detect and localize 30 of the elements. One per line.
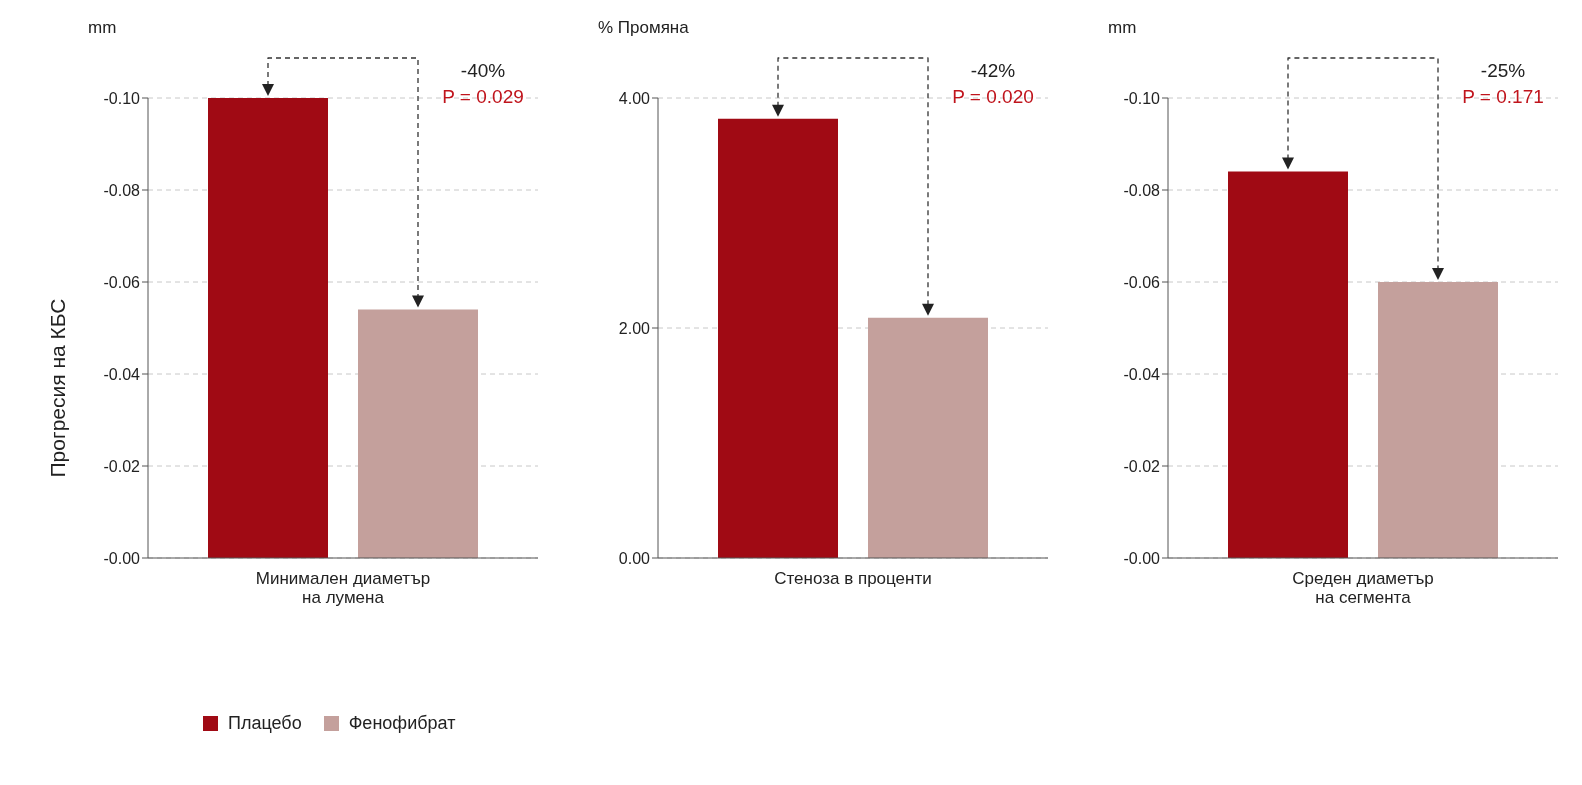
y-tick-label: -0.08 <box>1123 181 1161 199</box>
y-tick-label: -0.04 <box>1123 365 1161 383</box>
annotation: P = 0.171 <box>1461 86 1545 108</box>
y-tick-label: -0.06 <box>1123 273 1161 291</box>
y-tick-label: -0.10 <box>1123 89 1161 107</box>
annotation: P = 0.020 <box>951 86 1035 108</box>
y-tick-label: -0.06 <box>103 273 141 291</box>
text: -40% <box>459 60 507 82</box>
y-tick-label: 0.00 <box>618 549 651 567</box>
y-tick-label: 2.00 <box>618 319 651 337</box>
legend-label: Фенофибрат <box>348 713 456 734</box>
y-tick-label: -0.00 <box>103 549 141 567</box>
chart-subtitle: mm <box>1108 18 1137 38</box>
y-tick-label: -0.10 <box>103 89 141 107</box>
y-tick-label: -0.04 <box>103 365 141 383</box>
y-tick-label: -0.08 <box>103 181 141 199</box>
y-tick-label: -0.02 <box>1123 457 1161 475</box>
x-tick-label: Среден диаметър на сегмента <box>1292 569 1434 607</box>
x-tick-label: Минимален диаметър на лумена <box>255 569 431 607</box>
x-tick-label: Стеноза в проценти <box>774 569 932 588</box>
chart-subtitle: % Промяна <box>598 18 689 38</box>
y-tick-label: -0.00 <box>1123 549 1161 567</box>
text: -25% <box>1479 60 1527 82</box>
text: -42% <box>969 60 1017 82</box>
legend-label: Плацебо <box>228 713 302 734</box>
annotation: P = 0.029 <box>441 86 525 108</box>
y-axis-title: Прогресия на КБС <box>46 298 70 478</box>
chart-subtitle: mm <box>88 18 117 38</box>
y-tick-label: 4.00 <box>618 89 651 107</box>
y-tick-label: -0.02 <box>103 457 141 475</box>
